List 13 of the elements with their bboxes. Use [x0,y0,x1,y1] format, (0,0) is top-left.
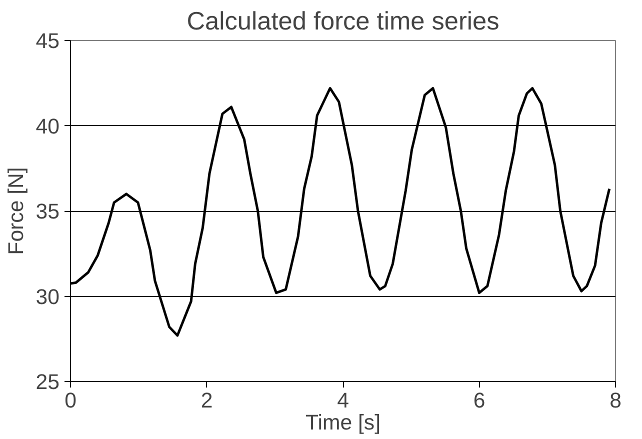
y-axis-title: Force [N] [4,167,28,255]
x-tick-label: 0 [64,388,77,412]
x-tick-label: 4 [337,388,350,412]
y-tick-label: 40 [36,114,60,138]
y-tick-label: 25 [36,370,60,394]
y-tick-label: 35 [36,200,60,224]
y-tick-label: 45 [36,29,60,53]
y-tick-label: 30 [36,284,60,309]
x-tick-label: 2 [200,388,213,412]
x-tick-label: 6 [473,388,486,412]
x-tick-label: 8 [610,388,622,412]
x-axis-title: Time [s] [305,410,381,434]
chart-title: Calculated force time series [186,8,500,36]
